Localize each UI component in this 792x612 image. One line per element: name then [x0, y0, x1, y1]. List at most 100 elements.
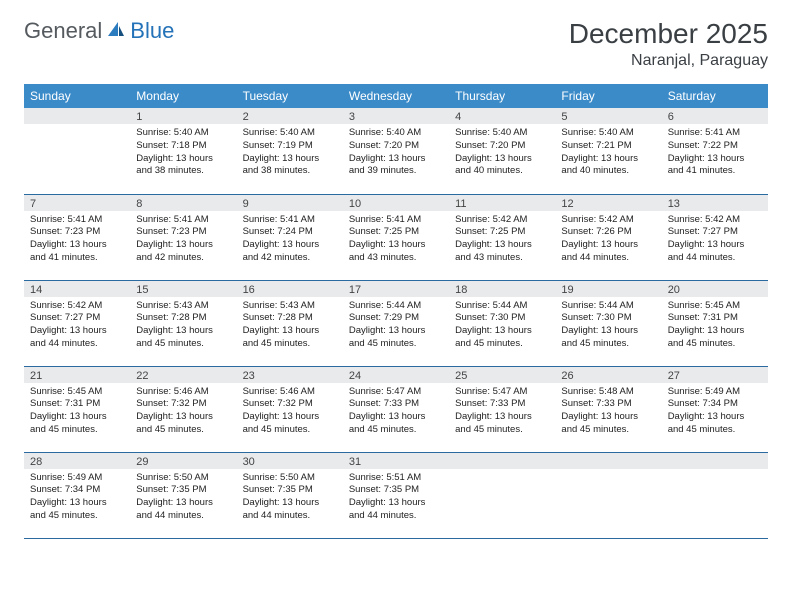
sunrise-text: Sunrise: 5:40 AM — [561, 127, 655, 140]
day-number: 31 — [343, 453, 449, 469]
calendar-cell: 8Sunrise: 5:41 AMSunset: 7:23 PMDaylight… — [130, 194, 236, 280]
day-content: Sunrise: 5:40 AMSunset: 7:20 PMDaylight:… — [343, 124, 449, 182]
daylight-text: Daylight: 13 hours and 44 minutes. — [243, 497, 337, 523]
daylight-text: Daylight: 13 hours and 44 minutes. — [136, 497, 230, 523]
sunset-text: Sunset: 7:30 PM — [455, 312, 549, 325]
daylight-text: Daylight: 13 hours and 45 minutes. — [349, 411, 443, 437]
weekday-header: Tuesday — [237, 84, 343, 108]
calendar-cell: 4Sunrise: 5:40 AMSunset: 7:20 PMDaylight… — [449, 108, 555, 194]
day-content: Sunrise: 5:42 AMSunset: 7:27 PMDaylight:… — [662, 211, 768, 269]
daylight-text: Daylight: 13 hours and 40 minutes. — [455, 153, 549, 179]
sunset-text: Sunset: 7:35 PM — [136, 484, 230, 497]
brand-sail-icon — [106, 18, 126, 44]
day-number: 22 — [130, 367, 236, 383]
day-number: 17 — [343, 281, 449, 297]
day-content: Sunrise: 5:40 AMSunset: 7:21 PMDaylight:… — [555, 124, 661, 182]
calendar-cell: 17Sunrise: 5:44 AMSunset: 7:29 PMDayligh… — [343, 280, 449, 366]
calendar-cell: 9Sunrise: 5:41 AMSunset: 7:24 PMDaylight… — [237, 194, 343, 280]
weekday-header: Sunday — [24, 84, 130, 108]
sunrise-text: Sunrise: 5:42 AM — [561, 214, 655, 227]
calendar-cell: 25Sunrise: 5:47 AMSunset: 7:33 PMDayligh… — [449, 366, 555, 452]
calendar-cell: 30Sunrise: 5:50 AMSunset: 7:35 PMDayligh… — [237, 452, 343, 538]
daylight-text: Daylight: 13 hours and 45 minutes. — [349, 325, 443, 351]
day-content: Sunrise: 5:41 AMSunset: 7:24 PMDaylight:… — [237, 211, 343, 269]
daylight-text: Daylight: 13 hours and 41 minutes. — [30, 239, 124, 265]
brand-name-a: General — [24, 18, 102, 44]
day-number: 10 — [343, 195, 449, 211]
day-number: 21 — [24, 367, 130, 383]
daylight-text: Daylight: 13 hours and 38 minutes. — [136, 153, 230, 179]
calendar-cell: 14Sunrise: 5:42 AMSunset: 7:27 PMDayligh… — [24, 280, 130, 366]
day-number: 5 — [555, 108, 661, 124]
day-number: 25 — [449, 367, 555, 383]
sunset-text: Sunset: 7:20 PM — [455, 140, 549, 153]
sunrise-text: Sunrise: 5:46 AM — [243, 386, 337, 399]
brand-logo: General Blue — [24, 18, 174, 44]
sunrise-text: Sunrise: 5:44 AM — [561, 300, 655, 313]
day-content: Sunrise: 5:49 AMSunset: 7:34 PMDaylight:… — [24, 469, 130, 527]
day-content: Sunrise: 5:41 AMSunset: 7:23 PMDaylight:… — [130, 211, 236, 269]
calendar-cell: 24Sunrise: 5:47 AMSunset: 7:33 PMDayligh… — [343, 366, 449, 452]
sunset-text: Sunset: 7:24 PM — [243, 226, 337, 239]
calendar-cell — [24, 108, 130, 194]
day-content: Sunrise: 5:44 AMSunset: 7:30 PMDaylight:… — [449, 297, 555, 355]
calendar-cell: 19Sunrise: 5:44 AMSunset: 7:30 PMDayligh… — [555, 280, 661, 366]
sunset-text: Sunset: 7:35 PM — [349, 484, 443, 497]
sunset-text: Sunset: 7:32 PM — [136, 398, 230, 411]
weekday-header: Monday — [130, 84, 236, 108]
weekday-header-row: Sunday Monday Tuesday Wednesday Thursday… — [24, 84, 768, 108]
day-content: Sunrise: 5:42 AMSunset: 7:26 PMDaylight:… — [555, 211, 661, 269]
day-content: Sunrise: 5:47 AMSunset: 7:33 PMDaylight:… — [449, 383, 555, 441]
sunrise-text: Sunrise: 5:42 AM — [668, 214, 762, 227]
sunset-text: Sunset: 7:21 PM — [561, 140, 655, 153]
calendar-cell: 11Sunrise: 5:42 AMSunset: 7:25 PMDayligh… — [449, 194, 555, 280]
calendar-week-row: 7Sunrise: 5:41 AMSunset: 7:23 PMDaylight… — [24, 194, 768, 280]
day-content: Sunrise: 5:43 AMSunset: 7:28 PMDaylight:… — [130, 297, 236, 355]
calendar-cell — [555, 452, 661, 538]
sunset-text: Sunset: 7:26 PM — [561, 226, 655, 239]
day-content: Sunrise: 5:41 AMSunset: 7:22 PMDaylight:… — [662, 124, 768, 182]
day-content: Sunrise: 5:44 AMSunset: 7:29 PMDaylight:… — [343, 297, 449, 355]
day-content: Sunrise: 5:43 AMSunset: 7:28 PMDaylight:… — [237, 297, 343, 355]
calendar-cell: 1Sunrise: 5:40 AMSunset: 7:18 PMDaylight… — [130, 108, 236, 194]
sunset-text: Sunset: 7:27 PM — [30, 312, 124, 325]
sunset-text: Sunset: 7:23 PM — [30, 226, 124, 239]
day-number: 16 — [237, 281, 343, 297]
daylight-text: Daylight: 13 hours and 45 minutes. — [668, 411, 762, 437]
sunrise-text: Sunrise: 5:41 AM — [349, 214, 443, 227]
calendar-week-row: 1Sunrise: 5:40 AMSunset: 7:18 PMDaylight… — [24, 108, 768, 194]
day-number: 18 — [449, 281, 555, 297]
sunset-text: Sunset: 7:34 PM — [668, 398, 762, 411]
daylight-text: Daylight: 13 hours and 44 minutes. — [561, 239, 655, 265]
calendar-table: Sunday Monday Tuesday Wednesday Thursday… — [24, 84, 768, 539]
day-content: Sunrise: 5:45 AMSunset: 7:31 PMDaylight:… — [24, 383, 130, 441]
sunrise-text: Sunrise: 5:42 AM — [30, 300, 124, 313]
daylight-text: Daylight: 13 hours and 39 minutes. — [349, 153, 443, 179]
daylight-text: Daylight: 13 hours and 41 minutes. — [668, 153, 762, 179]
day-content — [662, 469, 768, 525]
day-number: 2 — [237, 108, 343, 124]
sunset-text: Sunset: 7:18 PM — [136, 140, 230, 153]
sunset-text: Sunset: 7:20 PM — [349, 140, 443, 153]
sunset-text: Sunset: 7:28 PM — [243, 312, 337, 325]
day-number: 27 — [662, 367, 768, 383]
sunrise-text: Sunrise: 5:43 AM — [243, 300, 337, 313]
sunrise-text: Sunrise: 5:46 AM — [136, 386, 230, 399]
sunset-text: Sunset: 7:19 PM — [243, 140, 337, 153]
daylight-text: Daylight: 13 hours and 45 minutes. — [455, 411, 549, 437]
day-number: 24 — [343, 367, 449, 383]
sunset-text: Sunset: 7:25 PM — [455, 226, 549, 239]
day-number: 11 — [449, 195, 555, 211]
day-number: 23 — [237, 367, 343, 383]
sunset-text: Sunset: 7:34 PM — [30, 484, 124, 497]
day-number: 12 — [555, 195, 661, 211]
sunrise-text: Sunrise: 5:48 AM — [561, 386, 655, 399]
calendar-cell: 29Sunrise: 5:50 AMSunset: 7:35 PMDayligh… — [130, 452, 236, 538]
sunrise-text: Sunrise: 5:44 AM — [455, 300, 549, 313]
day-content: Sunrise: 5:42 AMSunset: 7:27 PMDaylight:… — [24, 297, 130, 355]
day-content — [24, 124, 130, 180]
calendar-cell: 20Sunrise: 5:45 AMSunset: 7:31 PMDayligh… — [662, 280, 768, 366]
calendar-week-row: 28Sunrise: 5:49 AMSunset: 7:34 PMDayligh… — [24, 452, 768, 538]
day-number — [555, 453, 661, 469]
weekday-header: Saturday — [662, 84, 768, 108]
